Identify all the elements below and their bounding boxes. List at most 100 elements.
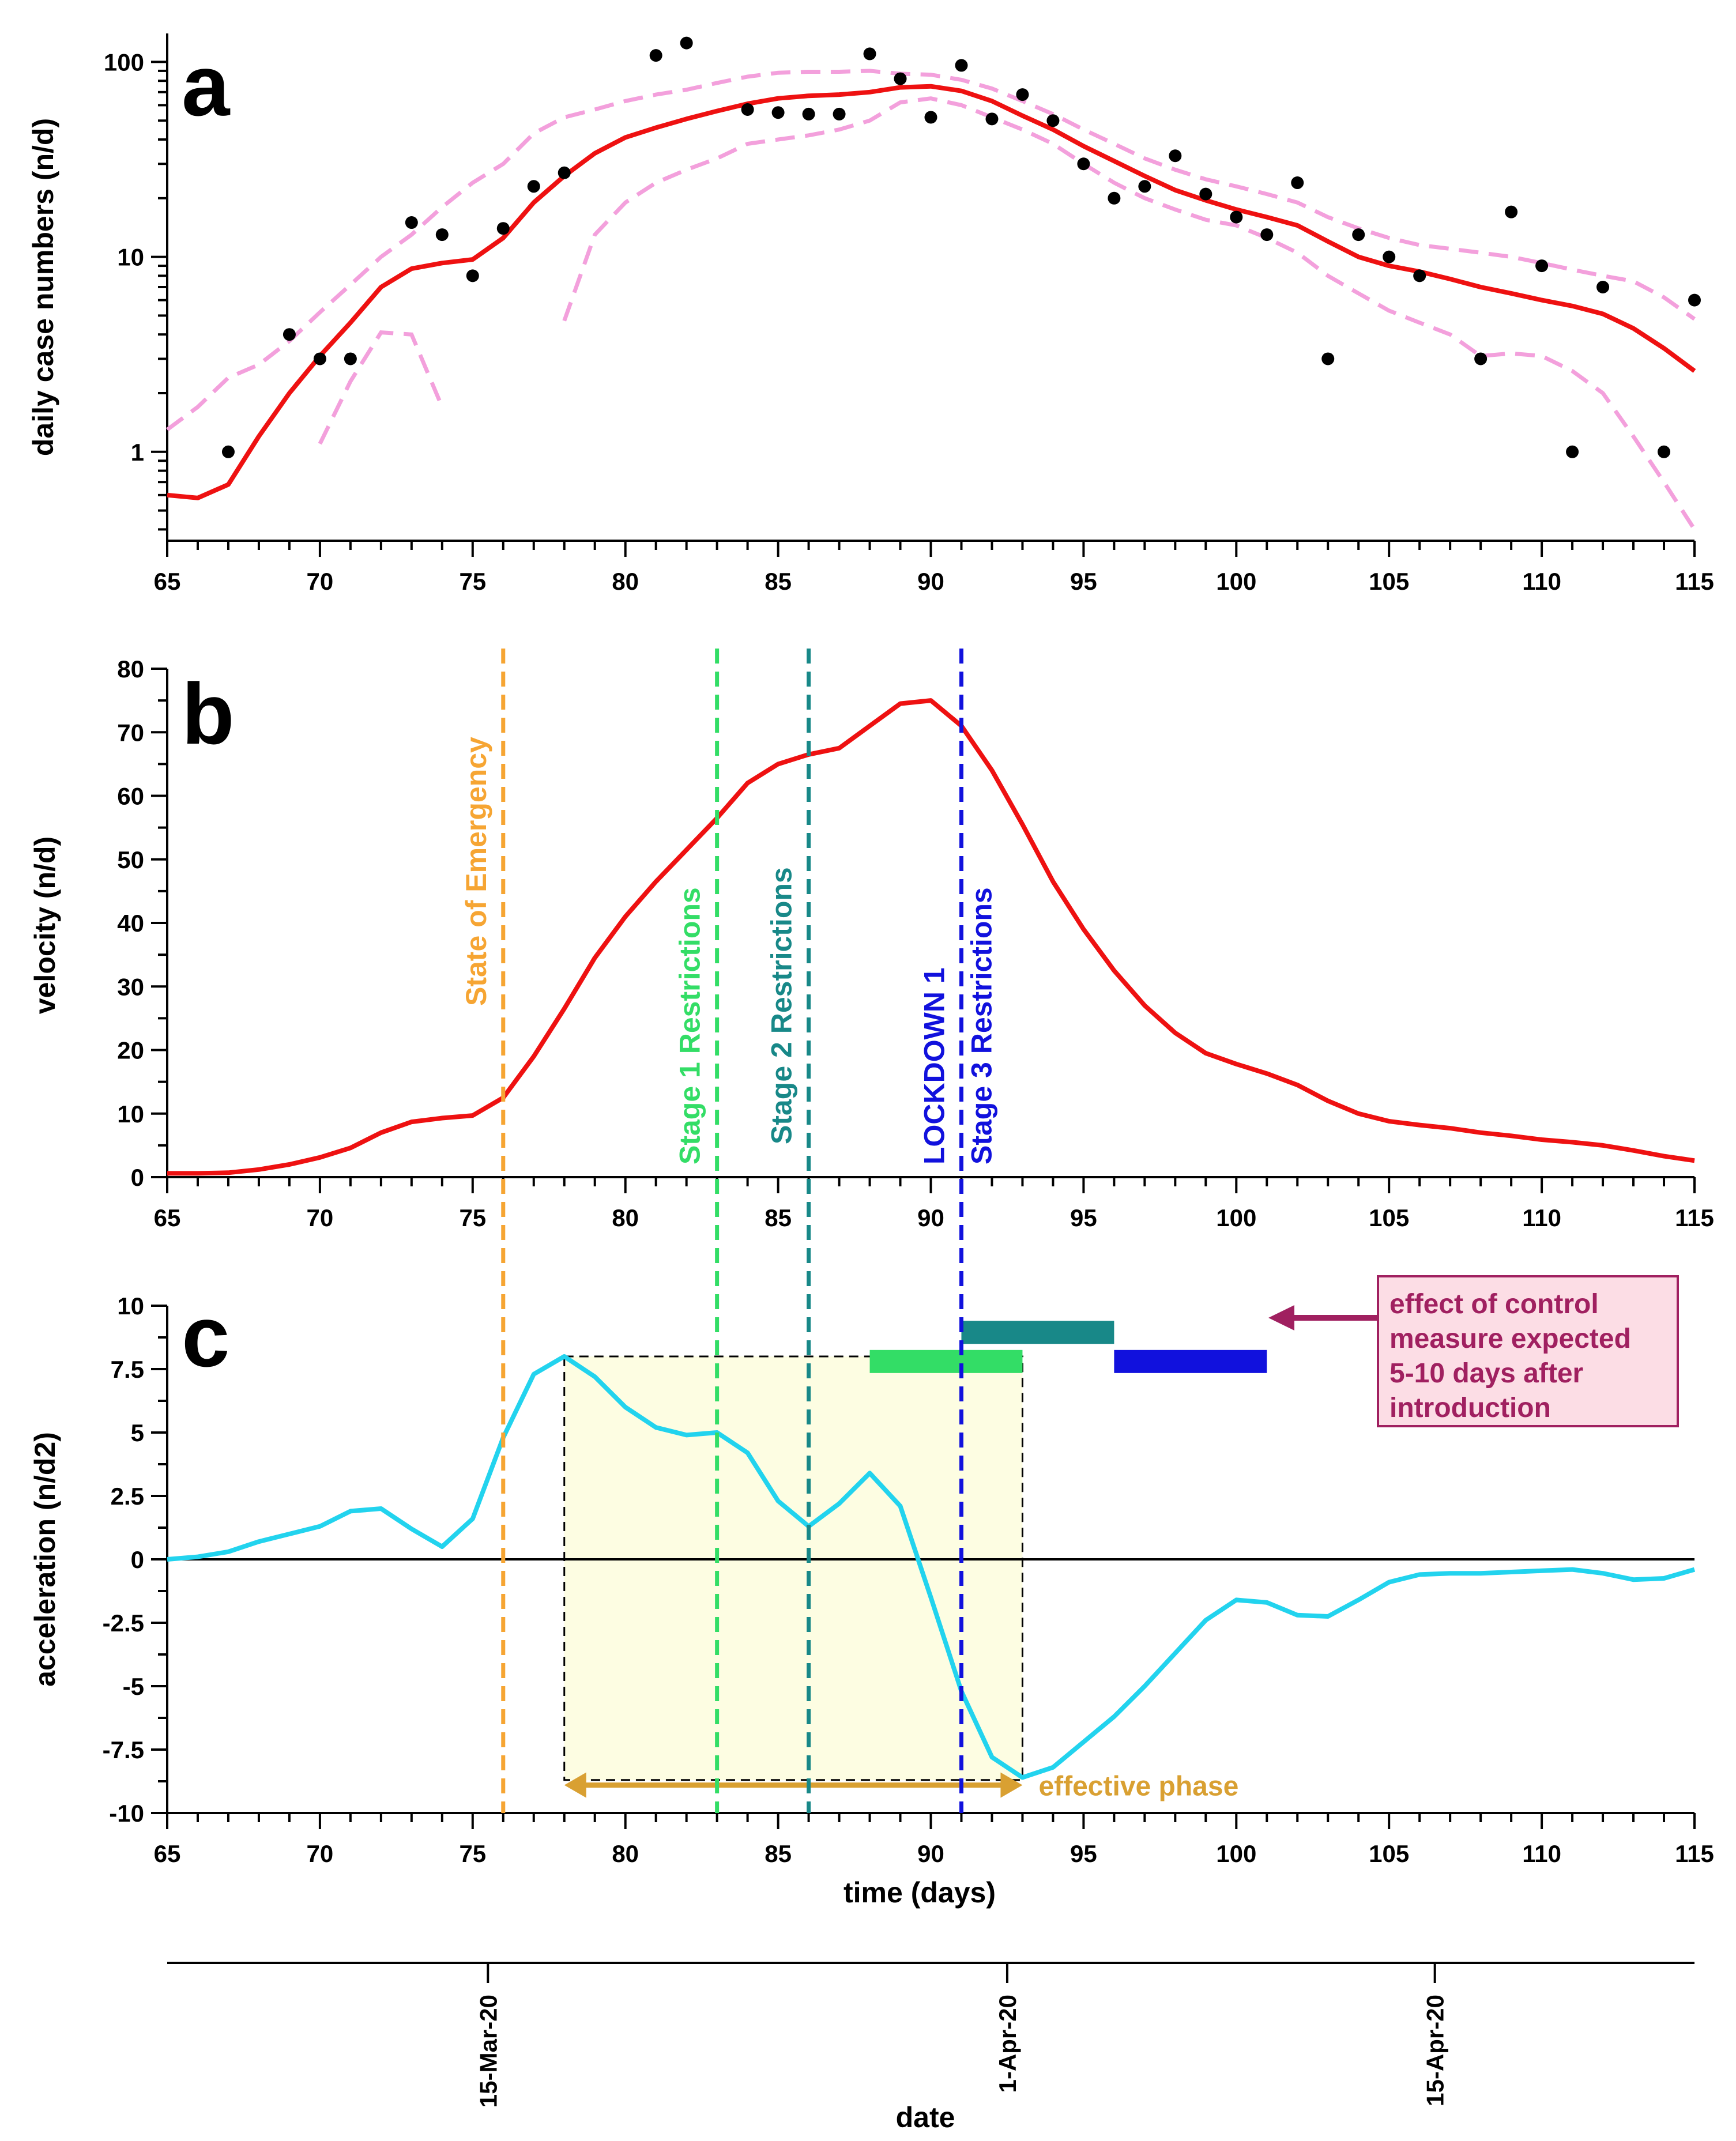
ci-lower-line-1 — [318, 330, 445, 445]
effective-window-box — [563, 1355, 1023, 1781]
panel-b-y-tick-label: 50 — [117, 846, 144, 873]
date-axis-label: date — [896, 2101, 955, 2134]
panel-c-y-tick-label: -2.5 — [103, 1609, 144, 1637]
velocity-line — [167, 698, 1695, 1176]
panel-c-x-tick-label: 80 — [612, 1840, 639, 1867]
case-point — [405, 216, 418, 229]
case-point — [649, 49, 662, 62]
panel-a-x-tick-label: 80 — [612, 568, 639, 595]
case-point — [435, 228, 449, 242]
panel-c-y-tick-label: 5 — [131, 1419, 144, 1446]
acceleration-line — [167, 1354, 1696, 1780]
case-point — [1596, 281, 1610, 293]
panel-a-y-tick-label: 100 — [104, 48, 144, 76]
event-label-stage2: Stage 2 Restrictions — [766, 867, 798, 1144]
panel-c-y-tick-label: 2.5 — [111, 1483, 144, 1510]
case-point — [221, 445, 235, 458]
case-point — [1230, 210, 1243, 224]
case-point — [1413, 269, 1426, 282]
case-point — [1566, 445, 1579, 458]
case-point — [1108, 191, 1121, 205]
panel-b-x-tick-label: 115 — [1675, 1204, 1714, 1231]
event-label-stage3: LOCKDOWN 1 — [918, 967, 950, 1164]
panel-c-y-tick-label: -5 — [123, 1673, 144, 1700]
panel-a-x-tick-label: 115 — [1675, 568, 1714, 595]
case-point — [1199, 187, 1212, 201]
panel-b-y-tick-label: 40 — [117, 910, 144, 937]
panel-b-y-tick-label: 60 — [117, 783, 144, 810]
panel-c-x-tick-label: 65 — [154, 1840, 181, 1867]
case-point — [1046, 114, 1060, 127]
panel-c-letter: c — [182, 1288, 229, 1385]
annotation-line-2: measure expected — [1389, 1324, 1631, 1354]
case-point — [313, 352, 326, 365]
panel-b-y-tick-label: 70 — [117, 719, 144, 746]
panel-a-x-tick-label: 110 — [1522, 568, 1561, 595]
panel-b-x-tick-label: 105 — [1369, 1204, 1409, 1231]
panel-b-y-tick-label: 10 — [117, 1100, 144, 1128]
panel-c-y-tick-label: 7.5 — [111, 1356, 144, 1383]
panel-a-letter: a — [182, 37, 231, 134]
case-point — [1352, 228, 1365, 242]
case-point — [1383, 250, 1396, 263]
event-label-stage1: Stage 1 Restrictions — [674, 887, 706, 1164]
panel-c-y-tick-label: -7.5 — [103, 1736, 144, 1763]
panel-a-x-tick-label: 70 — [307, 568, 334, 595]
panel-b-x-tick-label: 70 — [307, 1204, 334, 1231]
case-point — [1016, 88, 1029, 101]
case-point — [680, 36, 693, 50]
case-point — [924, 111, 937, 124]
event-label-emergency: State of Emergency — [460, 737, 492, 1006]
panel-b-x-tick-label: 75 — [459, 1204, 486, 1231]
ci-lower-line-2 — [562, 96, 1696, 531]
case-point — [1077, 157, 1090, 171]
panel-a-x-tick-label: 65 — [154, 568, 181, 595]
date-tick-label: 15-Mar-20 — [475, 1995, 502, 2108]
ci-upper-line — [165, 69, 1696, 432]
panel-b-x-tick-label: 85 — [765, 1204, 792, 1231]
case-point — [863, 47, 876, 61]
panel-a-x-tick-label: 105 — [1369, 568, 1409, 595]
panel-b-x-tick-label: 100 — [1216, 1204, 1256, 1231]
panel-c-y-tick-label: -10 — [109, 1800, 144, 1827]
panel-c-y-label: acceleration (n/d2) — [29, 1432, 61, 1687]
case-point — [771, 106, 785, 119]
case-point — [1321, 352, 1335, 365]
case-point — [1535, 259, 1549, 273]
case-point — [741, 103, 754, 116]
effective-phase-label: effective phase — [1038, 1771, 1238, 1802]
panel-b-y-tick-label: 30 — [117, 973, 144, 1000]
panel-a-y-tick-label: 10 — [117, 244, 144, 271]
effect-bar-stage2 — [961, 1321, 1114, 1344]
annotation-box — [1377, 1275, 1679, 1427]
panel-c-x-tick-label: 70 — [307, 1840, 334, 1867]
case-point — [802, 107, 815, 120]
panel-b-x-tick-label: 95 — [1070, 1204, 1097, 1231]
case-point — [466, 269, 479, 282]
case-point — [496, 222, 510, 235]
case-point — [1505, 205, 1518, 218]
panel-c-x-tick-label: 115 — [1675, 1840, 1714, 1867]
panel-a-x-tick-label: 100 — [1216, 568, 1256, 595]
panel-b-y-tick-label: 20 — [117, 1037, 144, 1064]
annotation: effect of control measure expected 5-10 … — [1268, 1275, 1679, 1427]
panel-c-y-tick-label: 10 — [117, 1292, 144, 1320]
case-point — [1658, 445, 1671, 458]
panel-c-x-tick-label: 100 — [1216, 1840, 1256, 1867]
panel-a-y-tick-label: 1 — [131, 439, 144, 466]
effect-bar-stage3 — [1114, 1350, 1267, 1373]
panel-c-y-tick-label: 0 — [131, 1546, 144, 1573]
panel-a-x-tick-label: 90 — [917, 568, 944, 595]
case-point — [558, 166, 571, 179]
panel-c: acceleration (n/d2) time (days) c 10 7.5 5… — [29, 1275, 1714, 1909]
panel-c-x-label: time (days) — [843, 1876, 996, 1909]
panel-b-x-tick-label: 80 — [612, 1204, 639, 1231]
panel-a-x-tick-label: 75 — [459, 568, 486, 595]
panel-b-x-tick-label: 90 — [917, 1204, 944, 1231]
annotation-arrowhead — [1268, 1305, 1294, 1330]
annotation-line-3: 5-10 days after — [1389, 1358, 1583, 1389]
panel-b-y-label: velocity (n/d) — [29, 836, 61, 1014]
case-point — [1474, 352, 1488, 365]
